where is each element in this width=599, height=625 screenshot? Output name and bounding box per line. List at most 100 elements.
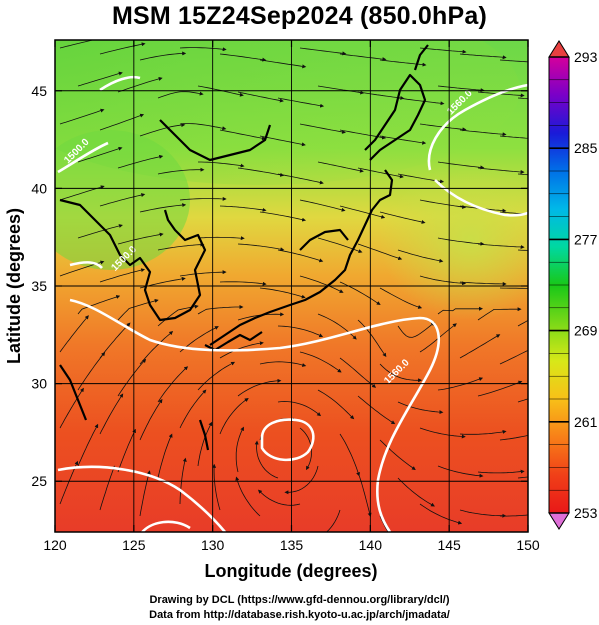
streamline: [499, 59, 528, 63]
streamline: [157, 433, 173, 479]
credit-data-source: Data from http://database.rish.kyoto-u.a…: [149, 609, 450, 621]
streamline: [219, 398, 249, 435]
streamline: [197, 421, 213, 467]
streamline: [179, 47, 227, 52]
streamline: [139, 203, 187, 213]
streamline: [299, 275, 344, 293]
streamline: [77, 71, 123, 87]
streamline: [139, 398, 163, 441]
x-axis: 120 125 130 135 140 145 150: [43, 40, 540, 553]
streamline: [459, 334, 501, 359]
streamline: [437, 306, 483, 315]
chart-title: MSM 15Z24Sep2024 (850.0hPa): [111, 2, 488, 30]
y-tick-label: 45: [31, 83, 47, 99]
colorbar-tick-label: 285: [574, 140, 598, 156]
streamline: [419, 503, 463, 525]
colorbar: 293 285 277 269 261 253: [548, 40, 598, 530]
streamline: [254, 440, 279, 479]
streamline: [517, 97, 528, 100]
streamline: [198, 161, 245, 168]
streamline: [59, 315, 89, 353]
streamline: [477, 469, 525, 474]
streamline: [59, 40, 95, 49]
streamline: [117, 358, 147, 397]
streamline: [212, 463, 221, 511]
x-tick-label: 130: [201, 537, 225, 553]
streamline: [357, 91, 405, 100]
geopotential-contours: [57, 75, 528, 532]
colorbar-tick-label: 261: [574, 414, 598, 430]
streamline: [517, 249, 528, 251]
streamline: [499, 287, 528, 289]
x-axis-title: Longitude (degrees): [204, 561, 377, 581]
streamline: [437, 237, 485, 246]
streamline: [277, 173, 324, 185]
streamline: [219, 205, 267, 212]
streamline: [219, 281, 267, 286]
streamline: [437, 161, 485, 170]
streamline: [237, 167, 285, 177]
streamline: [517, 398, 528, 403]
streamline: [357, 395, 396, 425]
streamline: [459, 129, 507, 137]
cold-region-north: [55, 40, 520, 185]
streamline: [197, 85, 244, 97]
streamline: [437, 465, 484, 478]
streamline: [299, 123, 346, 134]
streamline: [237, 243, 285, 252]
streamline: [257, 489, 301, 506]
streamline: [317, 389, 355, 420]
streamline: [299, 47, 347, 56]
streamline: [59, 108, 105, 125]
streamline: [179, 389, 207, 429]
streamline: [237, 378, 282, 397]
cold-region-west: [55, 130, 190, 270]
coastlines: [59, 44, 429, 451]
streamline: [77, 295, 121, 315]
streamline: [99, 42, 146, 55]
streamline: [139, 51, 187, 61]
streamline: [397, 322, 435, 338]
streamline: [357, 471, 372, 518]
streamline: [517, 319, 528, 327]
streamline: [317, 161, 364, 173]
streamline: [284, 465, 319, 495]
streamline: [299, 199, 346, 212]
streamline: [277, 401, 322, 417]
streamline: [77, 423, 99, 467]
streamline: [277, 97, 325, 108]
streamline: [317, 85, 365, 95]
streamline: [117, 428, 136, 473]
streamline: [277, 249, 324, 263]
streamline: [77, 146, 123, 163]
streamline: [259, 361, 307, 367]
streamline: [77, 224, 123, 239]
streamline: [419, 427, 466, 439]
streamline: [437, 85, 485, 93]
streamline: [99, 268, 146, 283]
streamline: [157, 167, 205, 175]
streamline: [499, 135, 528, 139]
streamline: [397, 249, 444, 263]
streamline: [459, 53, 507, 60]
streamline: [379, 439, 416, 471]
y-axis: 25 30 35 40 45: [31, 83, 528, 489]
x-tick-label: 150: [516, 537, 540, 553]
streamline: [259, 211, 307, 222]
streamline: [99, 465, 116, 511]
streamline: [139, 470, 151, 517]
x-tick-label: 125: [122, 537, 146, 553]
streamline: [379, 211, 426, 224]
colorbar-max-arrow: [548, 40, 570, 58]
y-tick-label: 35: [31, 278, 47, 294]
streamline: [339, 205, 386, 219]
streamline: [419, 275, 467, 286]
streamline: [59, 460, 79, 505]
streamline: [459, 281, 507, 286]
streamline: [235, 476, 261, 517]
streamline: [379, 287, 423, 309]
streamline: [277, 325, 324, 338]
streamline: [259, 59, 307, 69]
streamline: [357, 243, 403, 261]
streamline: [477, 380, 523, 397]
